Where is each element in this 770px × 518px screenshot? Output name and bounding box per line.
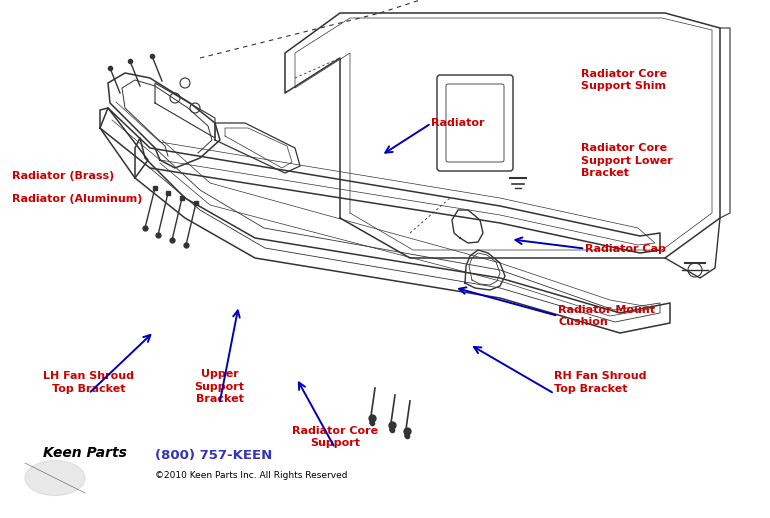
Text: Upper
Support
Bracket: Upper Support Bracket bbox=[195, 369, 244, 404]
Text: RH Fan Shroud
Top Bracket: RH Fan Shroud Top Bracket bbox=[554, 371, 647, 394]
Text: Radiator (Brass): Radiator (Brass) bbox=[12, 171, 114, 181]
Text: Radiator Mount
Cushion: Radiator Mount Cushion bbox=[558, 305, 655, 327]
Ellipse shape bbox=[25, 461, 85, 496]
Text: Radiator Cap: Radiator Cap bbox=[585, 243, 666, 254]
Text: Keen Parts: Keen Parts bbox=[43, 446, 127, 460]
Text: Radiator Core
Support Lower
Bracket: Radiator Core Support Lower Bracket bbox=[581, 143, 673, 178]
Text: Radiator: Radiator bbox=[431, 118, 484, 128]
Text: Radiator Core
Support: Radiator Core Support bbox=[292, 426, 378, 448]
Text: Radiator (Aluminum): Radiator (Aluminum) bbox=[12, 194, 142, 205]
Text: Radiator Core
Support Shim: Radiator Core Support Shim bbox=[581, 69, 668, 92]
Text: (800) 757-KEEN: (800) 757-KEEN bbox=[155, 450, 273, 463]
Text: ©2010 Keen Parts Inc. All Rights Reserved: ©2010 Keen Parts Inc. All Rights Reserve… bbox=[155, 471, 347, 481]
Text: LH Fan Shroud
Top Bracket: LH Fan Shroud Top Bracket bbox=[43, 371, 134, 394]
